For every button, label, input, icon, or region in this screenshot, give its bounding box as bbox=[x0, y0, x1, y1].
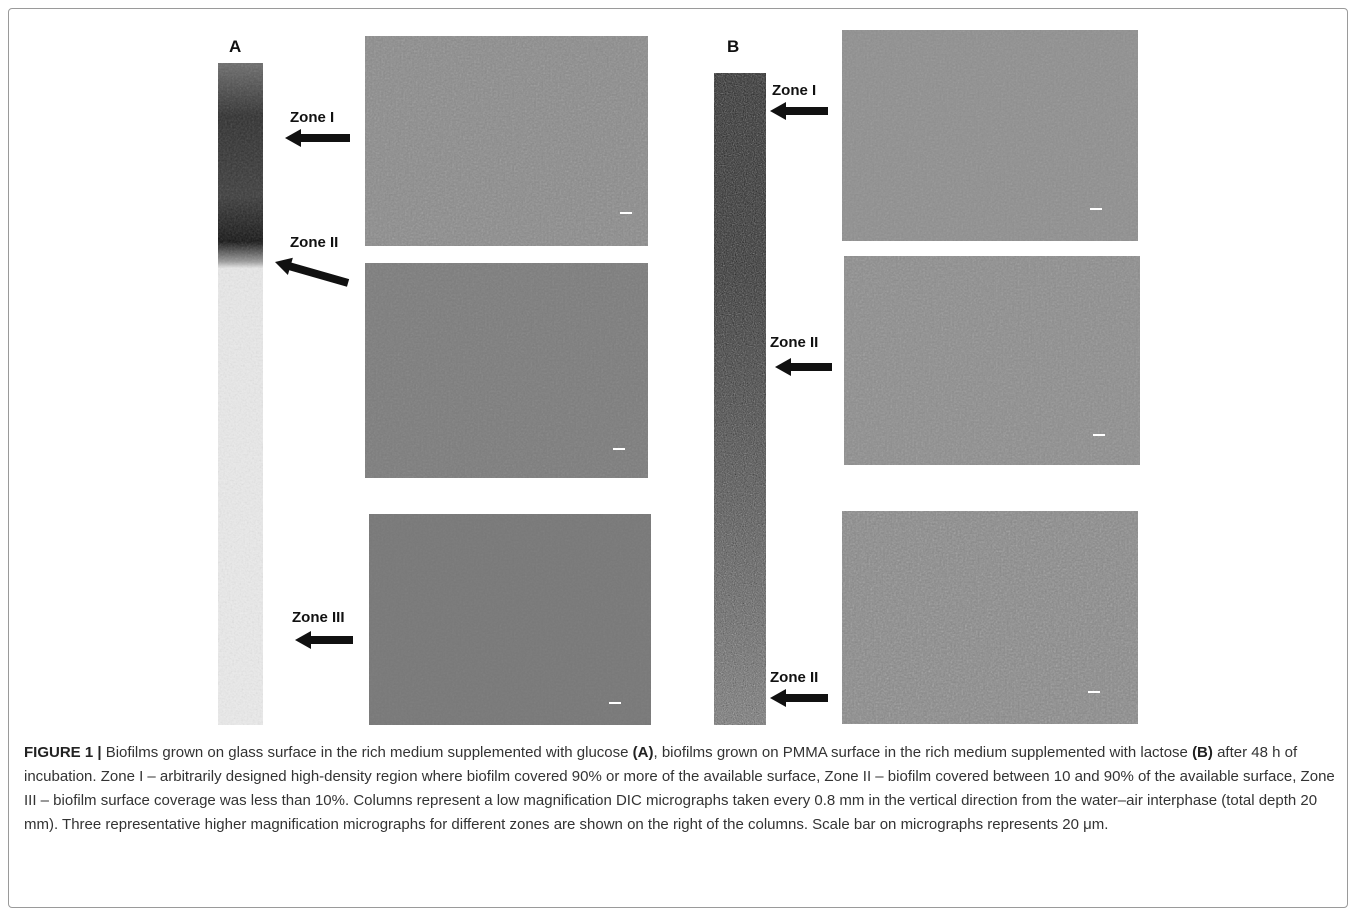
caption-panel-ref: (B) bbox=[1192, 744, 1213, 761]
micrograph-texture bbox=[369, 514, 651, 725]
zone-label: Zone I bbox=[772, 82, 816, 99]
column-texture bbox=[714, 73, 766, 725]
zone-label: Zone I bbox=[290, 109, 334, 126]
caption-text: Biofilms grown on glass surface in the r… bbox=[106, 744, 629, 761]
panel-label: A bbox=[229, 37, 241, 56]
zone-label: Zone III bbox=[292, 609, 345, 626]
zone-label: Zone II bbox=[770, 669, 818, 686]
zone-label: Zone II bbox=[770, 334, 818, 351]
arrow bbox=[770, 102, 828, 120]
arrow bbox=[285, 129, 350, 147]
column-texture bbox=[218, 63, 263, 725]
caption-panel-ref: (A) bbox=[633, 744, 654, 761]
micrograph-texture bbox=[365, 36, 648, 246]
micrograph-texture bbox=[365, 263, 648, 478]
figure-caption: FIGURE 1 | Biofilms grown on glass surfa… bbox=[24, 741, 1342, 837]
arrow bbox=[273, 253, 351, 291]
micrograph-texture bbox=[844, 256, 1140, 465]
caption-text: , biofilms grown on PMMA surface in the … bbox=[653, 744, 1187, 761]
panel-label: B bbox=[727, 37, 739, 56]
zone-label: Zone II bbox=[290, 234, 338, 251]
arrow bbox=[775, 358, 832, 376]
arrow bbox=[295, 631, 353, 649]
arrow bbox=[770, 689, 828, 707]
page: {"figure": { "panels": [ {"label": "A", … bbox=[0, 0, 1358, 897]
caption-label: FIGURE 1 | bbox=[24, 744, 102, 761]
figure: A Zone I Zone II Zone III B Zone I Zone … bbox=[0, 0, 1358, 740]
